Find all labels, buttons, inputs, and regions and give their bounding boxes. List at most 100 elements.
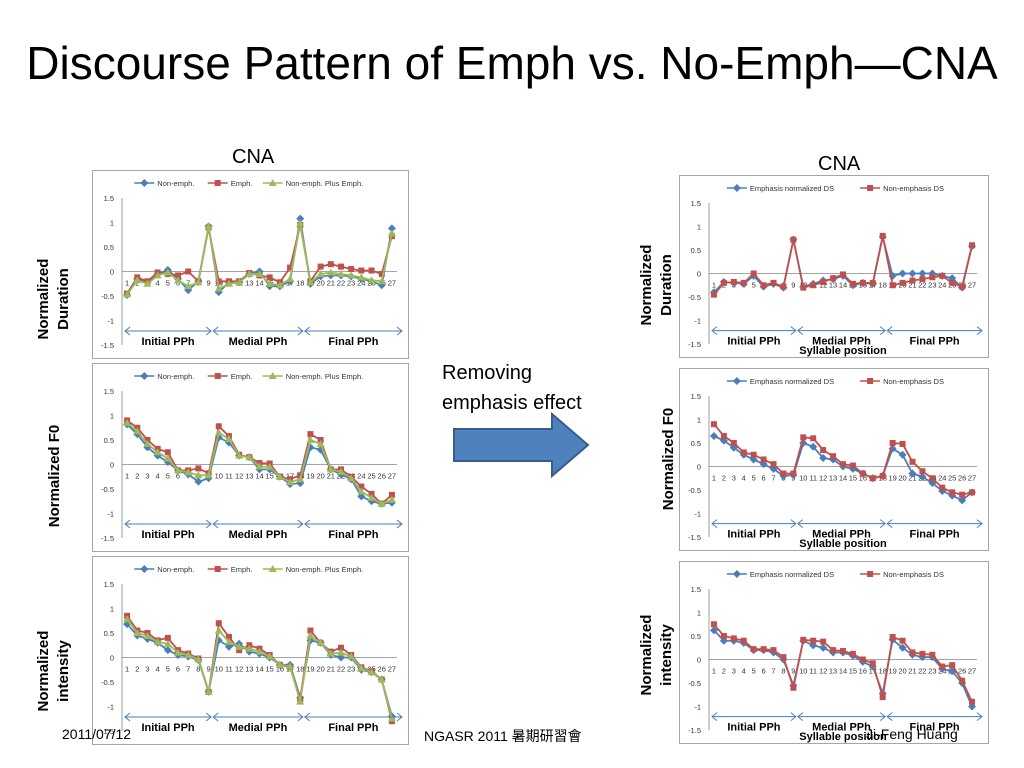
data-point xyxy=(296,214,305,223)
data-point xyxy=(388,491,395,498)
legend-label: Non-emph. Plus Emph. xyxy=(286,372,364,381)
phrase-label: Medial PPh xyxy=(229,722,288,734)
data-point xyxy=(790,470,797,477)
data-point xyxy=(830,647,837,654)
bracket-right-arrow xyxy=(879,712,886,721)
x-tick-label: 1 xyxy=(125,665,129,674)
legend-label: Non-emphasis DS xyxy=(883,184,944,193)
data-point xyxy=(879,232,886,239)
data-point xyxy=(184,282,193,290)
x-tick-label: 20 xyxy=(898,667,906,676)
x-tick-label: 2 xyxy=(135,472,139,481)
data-point xyxy=(326,649,335,657)
y-tick-label: -0.5 xyxy=(688,293,701,302)
x-tick-label: 26 xyxy=(958,667,966,676)
data-point xyxy=(306,278,315,286)
data-point xyxy=(214,626,223,634)
chart-svg: Emphasis normalized DS Non-emphasis DS 1.5… xyxy=(679,368,989,551)
phrase-bracket: Initial PPh xyxy=(711,326,797,348)
y-tick-label: 1.5 xyxy=(691,392,701,401)
bracket-right-arrow xyxy=(205,326,212,336)
data-point xyxy=(908,469,917,478)
data-point xyxy=(909,277,916,284)
data-point xyxy=(959,283,966,290)
x-tick-label: 25 xyxy=(367,472,375,481)
data-point xyxy=(898,269,907,278)
data-point xyxy=(153,637,162,645)
x-tick-label: 2 xyxy=(722,667,726,676)
bracket-right-arrow xyxy=(790,712,797,721)
bracket-right-arrow xyxy=(879,519,886,528)
x-tick-label: 1 xyxy=(712,667,716,676)
x-tick-label: 4 xyxy=(156,665,160,674)
y-tick-label: 0 xyxy=(110,654,114,663)
label-line: Normalized xyxy=(638,244,655,326)
bracket-left-arrow xyxy=(212,326,219,336)
data-point xyxy=(123,418,132,426)
x-tick-label: 12 xyxy=(819,474,827,483)
data-point xyxy=(969,698,976,705)
right-intensity-label: Normalized intensity xyxy=(637,590,677,720)
x-tick-label: 7 xyxy=(771,474,775,483)
phrase-brackets: Initial PPh Medial PPh Final PPh xyxy=(711,712,983,734)
x-tick-label: 1 xyxy=(125,279,129,288)
phrase-brackets: Initial PPh Medial PPh Final PPh xyxy=(124,519,403,541)
data-point xyxy=(296,219,305,227)
x-tick-label: 18 xyxy=(296,665,304,674)
label-line: Normalized xyxy=(35,258,52,340)
chart-legend: Non-emph. Emph. Non-emph. Plus Emph. xyxy=(134,372,363,381)
x-tick-label: 16 xyxy=(859,474,867,483)
data-point xyxy=(889,633,896,640)
data-point xyxy=(224,637,233,645)
x-tick-label: 20 xyxy=(316,665,324,674)
data-point xyxy=(899,440,906,447)
data-point xyxy=(245,453,254,461)
data-point xyxy=(919,650,926,657)
x-tick-label: 12 xyxy=(235,665,243,674)
data-point xyxy=(849,650,856,657)
data-point xyxy=(377,277,386,285)
x-tick-label: 14 xyxy=(255,472,263,481)
phrase-brackets: Initial PPh Medial PPh Final PPh xyxy=(124,326,403,348)
series-non-emphasis-ds xyxy=(710,621,976,705)
x-tick-label: 7 xyxy=(186,665,190,674)
x-tick-label: 3 xyxy=(732,667,736,676)
data-point xyxy=(790,236,797,243)
data-point xyxy=(367,668,376,676)
data-point xyxy=(194,655,203,663)
data-point xyxy=(859,279,866,286)
x-tick-label: 12 xyxy=(819,281,827,290)
data-point xyxy=(185,268,192,275)
legend-item: Non-emphasis DS xyxy=(860,184,944,193)
chart-svg: Non-emph. Emph. Non-emph. Plus Emph. 1.5 1 0.… xyxy=(92,363,409,552)
phrase-label: Medial PPh xyxy=(229,529,288,541)
x-tick-label: 20 xyxy=(898,474,906,483)
series-non-emph-plus-emph- xyxy=(123,418,396,507)
data-point xyxy=(317,263,324,270)
x-tick-label: 5 xyxy=(752,474,756,483)
data-point xyxy=(204,687,213,695)
phrase-label: Initial PPh xyxy=(727,722,780,734)
data-point xyxy=(809,442,818,451)
data-point xyxy=(770,461,777,468)
data-point xyxy=(720,279,727,286)
x-tick-label: 13 xyxy=(829,667,837,676)
x-tick-label: 13 xyxy=(245,665,253,674)
bracket-left-arrow xyxy=(124,519,131,529)
data-point xyxy=(367,493,376,501)
x-tick-label: 22 xyxy=(918,281,926,290)
x-tick-label: 19 xyxy=(306,472,314,481)
data-point xyxy=(357,273,366,281)
data-point xyxy=(316,638,325,646)
phrase-label: Final PPh xyxy=(910,722,960,734)
legend-item: Emphasis normalized DS xyxy=(726,377,834,386)
data-point xyxy=(899,637,906,644)
data-point xyxy=(899,279,906,286)
phrase-label: Final PPh xyxy=(328,722,378,734)
data-point xyxy=(820,447,827,454)
data-point xyxy=(307,627,314,634)
y-tick-label: -1.5 xyxy=(101,727,114,736)
phrase-bracket: Final PPh xyxy=(304,712,403,734)
data-point xyxy=(184,286,193,295)
data-point xyxy=(358,483,365,490)
